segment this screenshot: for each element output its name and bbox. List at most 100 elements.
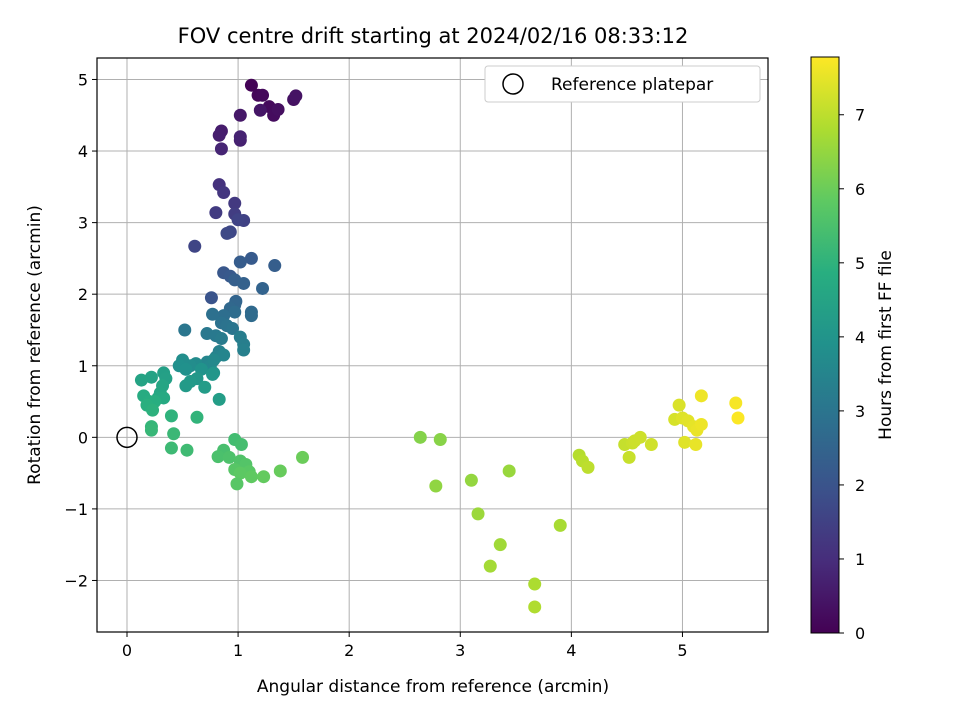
colorbar-label: Hours from first FF file <box>876 250 896 440</box>
data-point <box>244 470 258 484</box>
data-point <box>244 309 258 323</box>
colorbar-tick-label: 0 <box>855 624 865 643</box>
data-point <box>164 441 178 455</box>
data-point <box>233 130 247 144</box>
data-point <box>678 435 692 449</box>
data-point <box>211 450 225 464</box>
data-point <box>233 466 247 480</box>
colorbar-tick-label: 3 <box>855 402 865 421</box>
data-point <box>234 437 248 451</box>
data-point <box>644 437 658 451</box>
y-tick-label: −1 <box>64 500 88 519</box>
data-point <box>672 398 686 412</box>
data-point <box>228 196 242 210</box>
y-tick-label: 5 <box>78 70 88 89</box>
data-point <box>493 538 507 552</box>
data-point <box>257 470 271 484</box>
legend-open-circle-icon <box>502 73 524 95</box>
colorbar-tick-label: 5 <box>855 254 865 273</box>
data-point <box>230 477 244 491</box>
colorbar-tick-label: 4 <box>855 328 865 347</box>
y-tick-label: 3 <box>78 214 88 233</box>
colorbar-tick-label: 7 <box>855 106 865 125</box>
x-tick-label: 5 <box>677 641 687 660</box>
data-point <box>244 78 258 92</box>
colorbar-tick-label: 6 <box>855 180 865 199</box>
x-axis-label: Angular distance from reference (arcmin) <box>257 677 609 697</box>
y-tick-label: 0 <box>78 428 88 447</box>
legend-box <box>484 65 761 103</box>
data-point <box>271 103 285 117</box>
colorbar: 0 1 2 3 4 5 6 7 Hours from first FF file <box>810 56 896 643</box>
data-point <box>180 443 194 457</box>
data-point <box>729 396 743 410</box>
data-point <box>694 417 708 431</box>
colorbar-tick-label: 2 <box>855 476 865 495</box>
data-point <box>433 432 447 446</box>
y-axis-label: Rotation from reference (arcmin) <box>25 205 45 485</box>
x-tick-label: 3 <box>455 641 465 660</box>
data-point <box>237 276 251 290</box>
data-point <box>144 423 158 437</box>
data-point <box>190 410 204 424</box>
data-point <box>233 255 247 269</box>
data-point <box>179 362 193 376</box>
reference-layer <box>116 426 138 449</box>
legend: Reference platepar <box>484 65 761 103</box>
data-point <box>164 409 178 423</box>
data-point <box>226 322 240 336</box>
data-point <box>289 89 303 103</box>
data-point <box>146 403 160 417</box>
data-point <box>231 213 245 227</box>
data-point <box>528 577 542 591</box>
data-point <box>256 281 270 295</box>
data-point <box>204 291 218 305</box>
data-point <box>694 389 708 403</box>
x-tick-label: 4 <box>566 641 576 660</box>
data-points <box>134 78 745 614</box>
x-axis-ticks: 0 1 2 3 4 5 <box>122 632 688 660</box>
x-tick-label: 0 <box>122 641 132 660</box>
data-point <box>731 411 745 425</box>
data-point <box>198 380 212 394</box>
data-point <box>217 186 231 200</box>
data-point <box>220 226 234 240</box>
data-point <box>212 392 226 406</box>
data-point <box>502 464 516 478</box>
data-point <box>144 370 158 384</box>
colorbar-tick-label: 1 <box>855 550 865 569</box>
x-tick-label: 1 <box>233 641 243 660</box>
data-point <box>296 450 310 464</box>
colorbar-ticks: 0 1 2 3 4 5 6 7 <box>839 106 865 643</box>
data-point <box>167 427 181 441</box>
data-point <box>256 88 270 102</box>
data-point <box>553 518 567 532</box>
data-point <box>581 460 595 474</box>
data-point <box>134 373 148 387</box>
data-point <box>429 479 443 493</box>
chart-title: FOV centre drift starting at 2024/02/16 … <box>178 24 689 48</box>
data-point <box>217 348 231 362</box>
data-point <box>528 600 542 614</box>
reference-platepar-marker <box>116 426 138 449</box>
y-tick-label: 2 <box>78 285 88 304</box>
data-point <box>622 450 636 464</box>
y-tick-label: −2 <box>64 571 88 590</box>
colorbar-gradient <box>810 56 840 634</box>
data-point <box>188 239 202 253</box>
data-point <box>233 108 247 122</box>
data-point <box>228 305 242 319</box>
data-point <box>268 259 282 273</box>
y-tick-label: 1 <box>78 357 88 376</box>
data-point <box>237 343 251 357</box>
data-point <box>207 353 221 367</box>
data-point <box>253 103 267 117</box>
legend-label: Reference platepar <box>551 75 713 95</box>
data-point <box>214 142 228 156</box>
data-point <box>212 128 226 142</box>
data-point <box>206 367 220 381</box>
data-point <box>483 559 497 573</box>
data-point <box>689 437 703 451</box>
y-axis-ticks: −2 −1 0 1 2 3 4 5 <box>64 70 97 590</box>
